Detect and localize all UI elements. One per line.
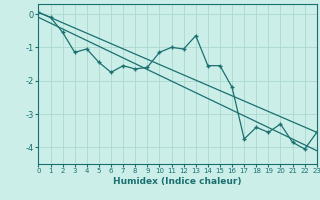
X-axis label: Humidex (Indice chaleur): Humidex (Indice chaleur) xyxy=(113,177,242,186)
